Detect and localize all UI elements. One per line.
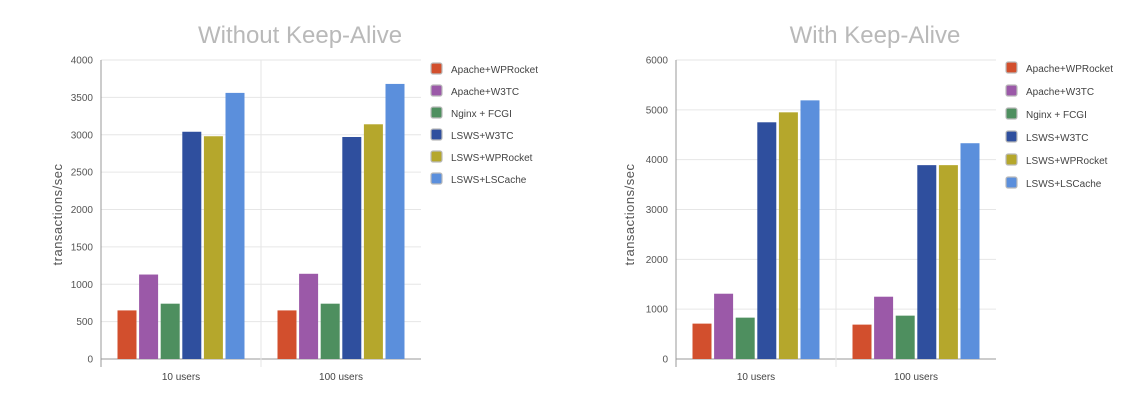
bar: [800, 100, 820, 360]
legend-label: Apache+W3TC: [451, 87, 519, 98]
x-category-label: 100 users: [894, 372, 938, 383]
legend-swatch: [430, 84, 443, 97]
chart-title: Without Keep-Alive: [198, 22, 402, 49]
y-tick-label: 0: [87, 355, 93, 366]
bar: [117, 310, 137, 359]
y-tick-label: 5000: [646, 105, 669, 116]
chart-without-keep-alive: Without Keep-Alive 0 500 1000 1500 2000 2500 30…: [50, 22, 538, 383]
bar: [938, 165, 958, 359]
y-tick-label: 2000: [71, 205, 94, 216]
legend-label: LSWS+W3TC: [1026, 133, 1089, 144]
legend-label: LSWS+LSCache: [1026, 179, 1102, 190]
bar: [320, 303, 340, 359]
legend-swatch: [1005, 84, 1018, 97]
bar: [203, 136, 223, 359]
y-tick-label: 500: [76, 317, 93, 328]
y-tick-label: 0: [662, 355, 668, 366]
y-tick-label: 6000: [646, 56, 669, 67]
legend-swatch: [1005, 61, 1018, 74]
x-category-label: 10 users: [162, 372, 200, 383]
bar: [960, 143, 980, 359]
legend-swatch: [430, 106, 443, 119]
y-tick-label: 1500: [71, 242, 94, 253]
y-tick-label: 4000: [646, 155, 669, 166]
legend-label: Nginx + FCGI: [451, 109, 512, 120]
legend-swatch: [430, 128, 443, 141]
bar: [692, 323, 712, 359]
bar: [139, 274, 159, 359]
legend-label: LSWS+LSCache: [451, 175, 527, 186]
legend-swatch: [430, 172, 443, 185]
bar: [342, 136, 362, 359]
bar: [225, 92, 245, 359]
bar: [299, 273, 319, 359]
y-tick-label: 3000: [646, 205, 669, 216]
bar: [757, 122, 777, 360]
chart-title: With Keep-Alive: [790, 22, 961, 49]
legend-swatch: [430, 150, 443, 163]
legend-swatch: [1005, 130, 1018, 143]
x-category-label: 100 users: [319, 372, 363, 383]
x-category-label: 10 users: [737, 372, 775, 383]
bar: [735, 317, 755, 359]
legend-swatch: [430, 62, 443, 75]
y-tick-label: 2500: [71, 168, 94, 179]
bar: [917, 165, 937, 359]
y-tick-label: 3000: [71, 130, 94, 141]
chart-with-keep-alive: With Keep-Alive 0 1000 2000 3000 4000 5000 6000…: [622, 22, 1113, 383]
bar: [182, 131, 202, 359]
legend-label: Nginx + FCGI: [1026, 110, 1087, 121]
y-axis-title: transactions/sec: [50, 164, 65, 266]
legend-label: Apache+WPRocket: [1026, 64, 1113, 75]
y-tick-label: 4000: [71, 56, 94, 67]
bar: [385, 83, 405, 360]
legend-swatch: [1005, 153, 1018, 166]
y-tick-label: 1000: [71, 280, 94, 291]
legend-label: LSWS+WPRocket: [451, 153, 533, 164]
y-tick-label: 3500: [71, 93, 94, 104]
legend-label: Apache+W3TC: [1026, 87, 1094, 98]
y-tick-label: 2000: [646, 255, 669, 266]
y-tick-label: 1000: [646, 305, 669, 316]
bar: [714, 293, 734, 359]
bar: [874, 296, 894, 359]
bar: [852, 324, 872, 359]
legend-label: LSWS+W3TC: [451, 131, 514, 142]
bar: [277, 310, 297, 359]
bar: [895, 315, 915, 359]
legend-swatch: [1005, 107, 1018, 120]
legend-swatch: [1005, 176, 1018, 189]
y-axis-title: transactions/sec: [622, 164, 637, 266]
legend-label: LSWS+WPRocket: [1026, 156, 1108, 167]
bar: [778, 112, 798, 359]
legend-label: Apache+WPRocket: [451, 65, 538, 76]
bar: [363, 124, 383, 359]
bar: [160, 303, 180, 359]
